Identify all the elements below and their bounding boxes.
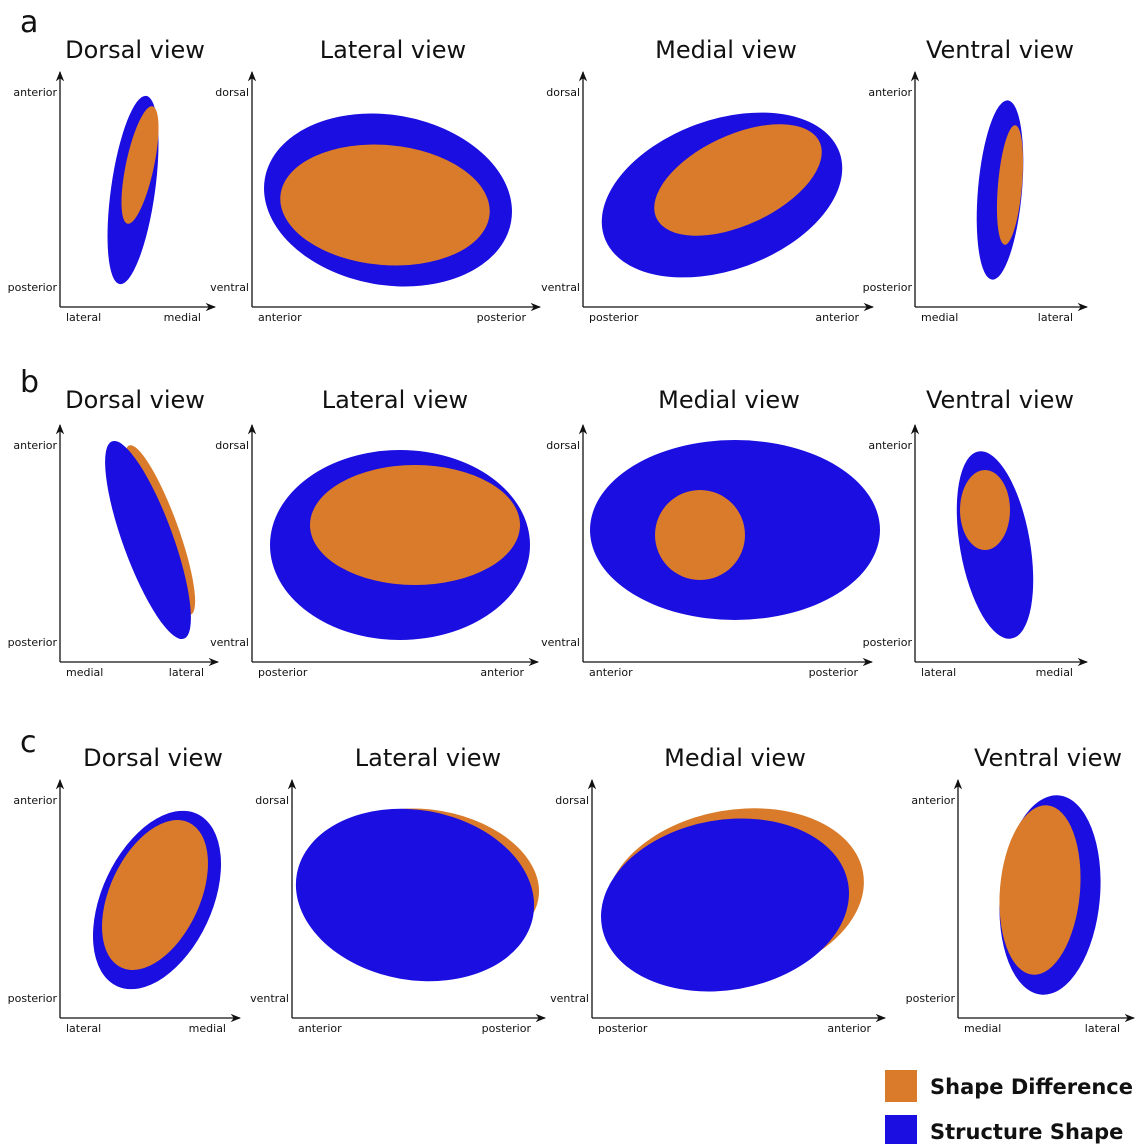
- y-top-label: anterior: [13, 439, 57, 452]
- view-title: Medial view: [664, 744, 806, 772]
- legend-label: Shape Difference: [930, 1075, 1133, 1099]
- structure-shape: [601, 818, 849, 992]
- x-right-label: medial: [164, 311, 201, 324]
- y-top-label: dorsal: [546, 439, 580, 452]
- y-bottom-label: ventral: [541, 281, 580, 294]
- x-left-label: posterior: [589, 311, 639, 324]
- x-left-label: lateral: [921, 666, 956, 679]
- x-right-label: anterior: [815, 311, 859, 324]
- y-bottom-label: ventral: [541, 636, 580, 649]
- view-title: Lateral view: [322, 386, 468, 414]
- structure-shape: [105, 440, 191, 640]
- x-right-label: lateral: [169, 666, 204, 679]
- y-bottom-label: ventral: [210, 281, 249, 294]
- x-left-label: lateral: [66, 1022, 101, 1035]
- x-right-label: posterior: [482, 1022, 532, 1035]
- x-left-label: posterior: [258, 666, 308, 679]
- shape-difference: [280, 144, 490, 266]
- x-right-label: posterior: [809, 666, 859, 679]
- y-bottom-label: posterior: [863, 636, 913, 649]
- x-right-label: medial: [1036, 666, 1073, 679]
- shape-difference: [996, 125, 1024, 245]
- shape-difference: [655, 490, 745, 580]
- view-title: Medial view: [658, 386, 800, 414]
- shape-difference: [102, 820, 208, 970]
- view-title: Ventral view: [974, 744, 1122, 772]
- view-title: Ventral view: [926, 386, 1074, 414]
- shape-difference: [999, 805, 1081, 975]
- x-right-label: anterior: [480, 666, 524, 679]
- x-left-label: medial: [66, 666, 103, 679]
- y-top-label: anterior: [868, 439, 912, 452]
- view-title: Dorsal view: [65, 36, 205, 64]
- y-top-label: dorsal: [215, 86, 249, 99]
- legend-label: Structure Shape: [930, 1120, 1123, 1144]
- view-title: Lateral view: [355, 744, 501, 772]
- view-title: Lateral view: [320, 36, 466, 64]
- view-title: Ventral view: [926, 36, 1074, 64]
- y-bottom-label: ventral: [250, 992, 289, 1005]
- y-bottom-label: ventral: [550, 992, 589, 1005]
- view-title: Medial view: [655, 36, 797, 64]
- x-left-label: lateral: [66, 311, 101, 324]
- panel-label: a: [20, 5, 38, 40]
- view-title: Dorsal view: [83, 744, 223, 772]
- shape-difference: [310, 465, 520, 585]
- y-top-label: anterior: [13, 794, 57, 807]
- y-top-label: anterior: [868, 86, 912, 99]
- panel-label: b: [20, 365, 39, 400]
- y-top-label: dorsal: [215, 439, 249, 452]
- y-bottom-label: posterior: [8, 281, 58, 294]
- view-title: Dorsal view: [65, 386, 205, 414]
- x-left-label: medial: [964, 1022, 1001, 1035]
- shape-difference: [654, 124, 822, 236]
- shape-difference: [121, 106, 159, 224]
- y-bottom-label: posterior: [8, 992, 58, 1005]
- x-left-label: anterior: [298, 1022, 342, 1035]
- y-top-label: anterior: [13, 86, 57, 99]
- x-left-label: anterior: [258, 311, 302, 324]
- x-left-label: anterior: [589, 666, 633, 679]
- x-right-label: medial: [189, 1022, 226, 1035]
- y-bottom-label: posterior: [863, 281, 913, 294]
- legend-swatch: [885, 1115, 917, 1144]
- y-bottom-label: posterior: [906, 992, 956, 1005]
- panel-label: c: [20, 725, 37, 760]
- shape-difference: [960, 470, 1010, 550]
- x-left-label: posterior: [598, 1022, 648, 1035]
- y-top-label: dorsal: [546, 86, 580, 99]
- y-bottom-label: ventral: [210, 636, 249, 649]
- legend-swatch: [885, 1070, 917, 1102]
- x-right-label: lateral: [1085, 1022, 1120, 1035]
- y-bottom-label: posterior: [8, 636, 58, 649]
- y-top-label: dorsal: [555, 794, 589, 807]
- structure-shape: [295, 808, 535, 982]
- x-right-label: anterior: [827, 1022, 871, 1035]
- y-top-label: dorsal: [255, 794, 289, 807]
- x-left-label: medial: [921, 311, 958, 324]
- x-right-label: lateral: [1038, 311, 1073, 324]
- y-top-label: anterior: [911, 794, 955, 807]
- x-right-label: posterior: [477, 311, 527, 324]
